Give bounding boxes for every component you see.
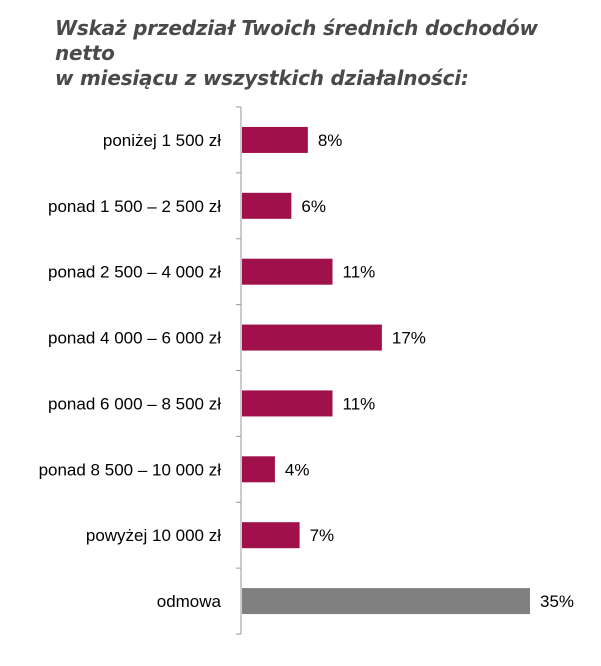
bar-5 [242, 390, 333, 417]
chart-title-line-2: w miesiącu z wszystkich działalności: [55, 66, 469, 90]
category-label: powyżej 10 000 zł [86, 526, 221, 545]
data-label: 8% [318, 131, 343, 150]
chart-title-line-1: Wskaż przedział Twoich średnich dochodów… [55, 16, 538, 65]
category-label: odmowa [157, 592, 222, 611]
category-label: ponad 6 000 – 8 500 zł [48, 394, 221, 413]
chart-title: Wskaż przedział Twoich średnich dochodów… [55, 16, 585, 91]
category-label: poniżej 1 500 zł [103, 131, 221, 150]
category-label: ponad 1 500 – 2 500 zł [48, 197, 221, 216]
data-label: 4% [285, 460, 310, 479]
bar-1 [242, 126, 308, 153]
data-label: 11% [343, 394, 376, 413]
data-label: 11% [343, 263, 376, 282]
data-label: 6% [301, 197, 326, 216]
bar-6 [242, 456, 275, 483]
bar-2 [242, 192, 292, 219]
category-label: ponad 4 000 – 6 000 zł [48, 329, 221, 348]
data-label: 7% [310, 526, 335, 545]
bar-4 [242, 324, 382, 351]
category-label: ponad 2 500 – 4 000 zł [48, 263, 221, 282]
data-label: 35% [540, 592, 574, 611]
category-label: ponad 8 500 – 10 000 zł [39, 460, 222, 479]
bar-8 [242, 588, 530, 615]
bar-3 [242, 258, 333, 285]
bar-7 [242, 522, 300, 549]
data-label: 17% [392, 329, 426, 348]
